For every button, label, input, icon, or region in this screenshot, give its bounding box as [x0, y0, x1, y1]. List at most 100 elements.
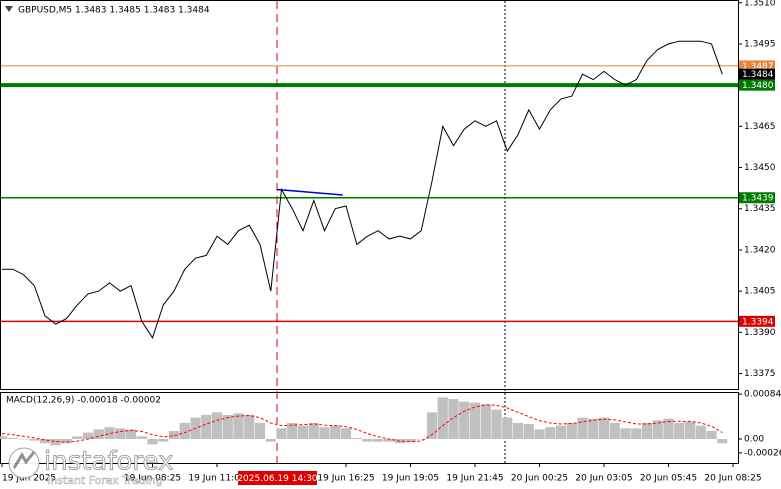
- histogram-bar: [663, 418, 674, 439]
- last-price-box: [739, 68, 775, 80]
- x-tick-label: 19 Jun 08:25: [124, 474, 181, 484]
- histogram-bar: [201, 414, 212, 439]
- y-tick-label: -0.00026: [744, 448, 781, 458]
- histogram-bar: [631, 428, 642, 439]
- histogram-bar: [211, 412, 223, 439]
- tagline: Instant Forex Trading: [47, 474, 163, 487]
- histogram-bar: [620, 428, 631, 439]
- histogram-bar: [136, 436, 147, 439]
- histogram-bar: [18, 438, 29, 440]
- histogram-bar: [577, 417, 588, 439]
- price-line: [2, 40, 723, 339]
- signal-line: [1, 404, 723, 443]
- level-label: 1.3394: [742, 317, 774, 327]
- histogram-bar: [254, 422, 266, 439]
- trendline: [277, 188, 343, 196]
- y-tick-label: 1.3495: [744, 39, 776, 49]
- level-label: 1.3480: [742, 81, 774, 91]
- histogram-bar: [340, 428, 352, 439]
- histogram-bar: [502, 417, 513, 439]
- histogram-bar: [383, 438, 395, 442]
- brand: instaforex: [44, 447, 173, 477]
- histogram-bar: [566, 422, 577, 439]
- histogram-bar: [416, 438, 427, 440]
- x-tick-label: 19 Jun 19:05: [382, 474, 439, 484]
- histogram-bar: [319, 427, 330, 439]
- histogram-bar: [448, 398, 459, 439]
- y-tick-label: 1.3390: [744, 328, 776, 338]
- histogram-bar: [641, 422, 653, 439]
- event-label: 2025.06.19 14:30: [237, 474, 318, 484]
- histogram-bar: [362, 438, 373, 442]
- x-tick-label: 19 Jun 16:25: [317, 474, 374, 484]
- x-tick-label: 20 Jun 05:45: [640, 474, 697, 484]
- histogram-bar: [50, 438, 61, 446]
- y-tick-label: 0.00: [744, 434, 764, 444]
- histogram-bar: [39, 438, 51, 444]
- x-tick-label: 19 Jun 21:45: [446, 474, 503, 484]
- histogram-bar: [652, 420, 663, 439]
- histogram-bar: [351, 437, 362, 439]
- histogram-bar: [82, 432, 94, 439]
- price-panel: [0, 0, 739, 390]
- x-tick-label: 20 Jun 03:05: [575, 474, 632, 484]
- histogram-bar: [244, 414, 255, 439]
- histogram-bar: [684, 421, 696, 439]
- y-tick-label: 0.00084: [744, 390, 781, 400]
- histogram-bar: [695, 425, 706, 439]
- macd-title: MACD(12,26,9) -0.00018 -0.00002: [6, 396, 161, 406]
- histogram-bar: [222, 414, 233, 439]
- y-tick-label: 1.3435: [744, 204, 776, 214]
- level-label-box: [739, 60, 775, 72]
- symbol-icon: [5, 6, 13, 12]
- chart-title: GBPUSD,M5 1.3483 1.3485 1.3483 1.3484: [18, 6, 210, 16]
- y-tick-label: 1.3420: [744, 245, 776, 255]
- histogram-bar: [588, 418, 599, 439]
- y-tick-label: 1.3450: [744, 163, 776, 173]
- histogram-bar: [276, 428, 287, 439]
- histogram-bar: [480, 404, 491, 439]
- level-label: 1.3439: [742, 194, 774, 204]
- histogram-bar: [233, 413, 244, 439]
- histogram-bar: [265, 438, 276, 442]
- histogram-bar: [308, 422, 319, 439]
- histogram-bar: [598, 417, 610, 439]
- histogram-bar: [373, 438, 384, 442]
- histogram-bar: [72, 436, 83, 439]
- histogram-bar: [29, 438, 40, 441]
- y-tick-label: 1.3405: [744, 287, 776, 297]
- histogram-bar: [405, 438, 416, 443]
- level-label-box: [739, 79, 775, 91]
- histogram-bar: [168, 430, 180, 439]
- x-tick-label: 19 Jun 11:05: [188, 474, 245, 484]
- event-label-box: [238, 471, 317, 485]
- y-tick-label: 1.3510: [744, 0, 776, 8]
- histogram-bar: [61, 438, 72, 444]
- histogram-bar: [609, 422, 620, 439]
- x-tick-label: 20 Jun 00:25: [511, 474, 568, 484]
- histogram-bar: [512, 422, 524, 439]
- histogram-bar: [93, 429, 104, 439]
- level-label-box: [739, 315, 775, 327]
- histogram-bar: [179, 422, 190, 439]
- histogram-bar: [469, 402, 481, 439]
- histogram-bar: [534, 429, 545, 439]
- histogram-bar: [287, 422, 298, 439]
- x-tick-label: 19 Jun 2025: [2, 474, 56, 484]
- logo-mark: [12, 451, 36, 469]
- histogram-bar: [674, 422, 685, 439]
- histogram-bar: [104, 427, 115, 439]
- histogram-bar: [437, 397, 448, 439]
- watermark: instaforex Instant Forex Trading: [8, 446, 174, 487]
- histogram-bar: [297, 425, 309, 439]
- y-tick-label: 1.3375: [744, 369, 776, 379]
- histogram-bar: [330, 425, 341, 439]
- histogram-bar: [491, 409, 502, 439]
- histogram-bar: [459, 401, 470, 439]
- histogram-bar: [158, 438, 169, 442]
- level-label-box: [739, 192, 775, 204]
- histogram-bar: [555, 425, 567, 439]
- histogram-bar: [0, 436, 8, 439]
